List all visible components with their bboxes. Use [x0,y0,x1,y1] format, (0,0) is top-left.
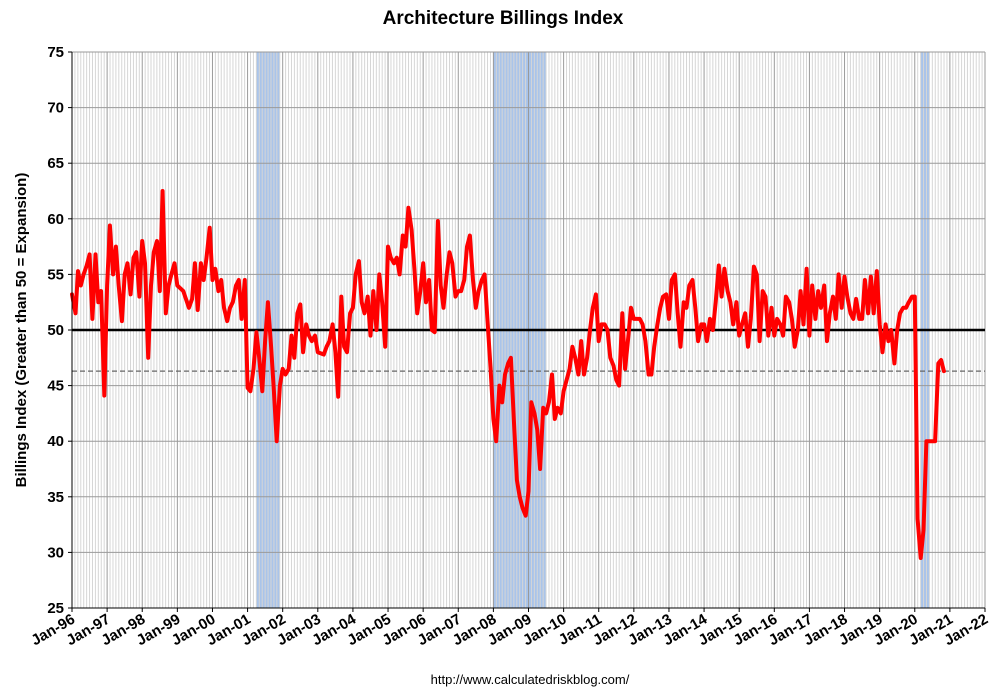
series-layer [70,189,946,560]
y-tick-label: 30 [47,544,64,561]
chart-title: Architecture Billings Index [383,8,624,29]
series-line-abi [70,189,946,560]
y-tick-label: 70 [47,100,64,117]
reference-lines [72,328,985,372]
y-tick-label: 40 [47,433,64,450]
y-tick-labels: 25 30 35 40 45 50 55 60 65 70 75 [47,44,64,617]
y-tick-label: 55 [47,266,64,283]
y-tick-label: 50 [47,322,64,339]
y-tick-label: 65 [47,155,64,172]
y-tick-label: 25 [47,600,64,617]
y-tick-label: 35 [47,489,64,506]
y-axis-label: Billings Index (Greater than 50 = Expans… [13,173,30,488]
y-tick-label: 60 [47,211,64,228]
y-tick-label: 75 [47,44,64,61]
x-tick-labels: Jan-96Jan-97Jan-98Jan-99Jan-00Jan-01Jan-… [28,610,991,649]
axes [68,51,986,612]
source-url: http://www.calculatedriskblog.com/ [431,672,630,687]
y-tick-label: 45 [47,378,64,395]
